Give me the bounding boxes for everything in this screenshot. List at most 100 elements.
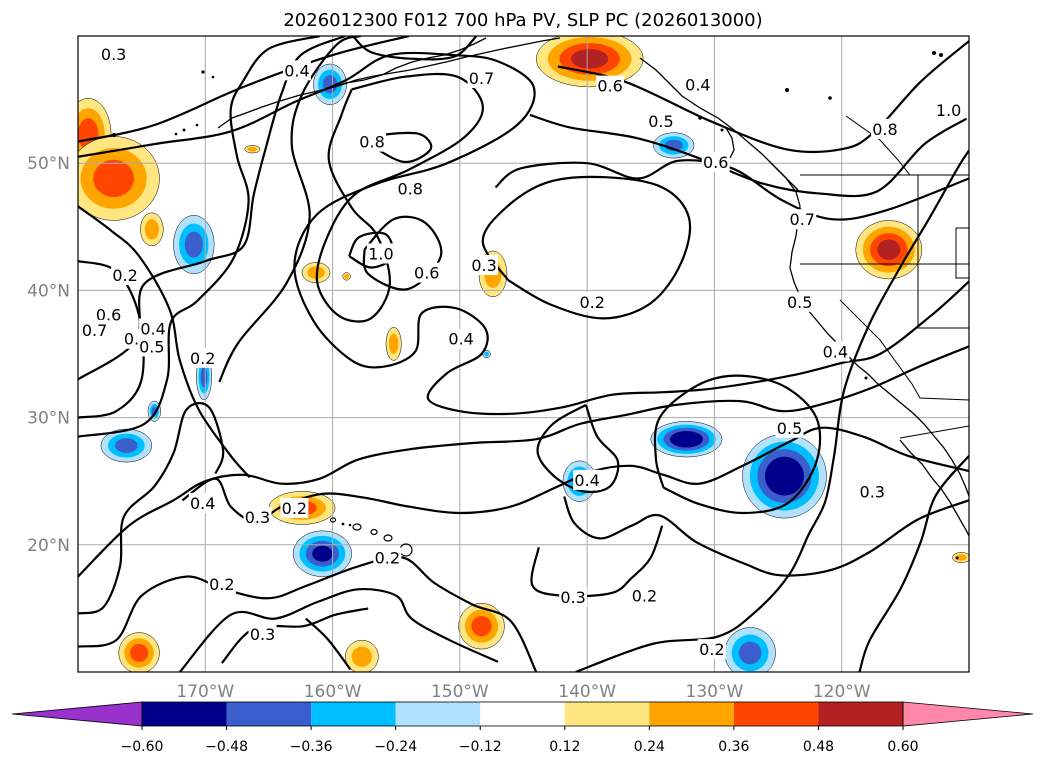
contour-label-halo xyxy=(412,262,441,283)
contour-label: 0.3 xyxy=(248,623,277,644)
pv-shade-level xyxy=(676,434,697,445)
contour-label-text: 0.2 xyxy=(282,499,307,518)
pv-shade-level xyxy=(738,641,762,665)
pv-shade-level xyxy=(571,49,609,69)
contour-label-text: 0.8 xyxy=(359,133,384,152)
lon-tick-label: 130°W xyxy=(686,682,744,702)
contour-label-text: 0.5 xyxy=(648,112,673,131)
contour-label-text: 0.4 xyxy=(574,471,599,490)
contour-label-text: 0.3 xyxy=(101,45,126,64)
pv-positive-anomaly xyxy=(952,552,969,563)
contour-label-text: 0.6 xyxy=(703,153,728,172)
colorbar-segment xyxy=(649,702,734,726)
slp-contour-line xyxy=(78,36,410,143)
slp-contour-line xyxy=(78,205,251,479)
contour-label: 0.8 xyxy=(358,131,387,152)
contour-label-halo xyxy=(280,497,309,518)
pv-shade-level xyxy=(184,231,203,258)
contour-label-halo xyxy=(207,574,236,595)
contour-label: 0.7 xyxy=(80,319,109,340)
pv-shade-level xyxy=(344,274,349,279)
colorbar-tick-label: −0.12 xyxy=(459,739,502,755)
slp-contour-line xyxy=(78,555,538,672)
axis-tick-labels: 170°W 160°W 150°W 140°W 130°W 120°W 50°N 40°N 30… xyxy=(27,154,871,702)
contour-label-halo xyxy=(775,417,804,438)
pv-positive-anomaly xyxy=(140,212,164,247)
contour-label: 0.4 xyxy=(683,74,712,95)
slp-contour-line xyxy=(530,525,664,598)
colorbar-tick-label: 0.48 xyxy=(803,739,834,755)
contour-label: 0.5 xyxy=(775,417,804,438)
pv-positive-anomaly xyxy=(118,632,160,672)
contour-label-halo xyxy=(559,586,588,607)
contour-label: 0.3 xyxy=(470,254,499,275)
contour-label-halo xyxy=(137,336,166,357)
lon-tick-label: 140°W xyxy=(558,682,616,702)
lat-tick-label: 50°N xyxy=(27,154,70,174)
contour-label: 0.7 xyxy=(788,209,817,230)
contour-label-text: 0.5 xyxy=(139,337,164,356)
contour-label-halo xyxy=(111,265,140,286)
contour-label-halo xyxy=(396,178,425,199)
pv-shade-level xyxy=(484,351,489,357)
colorbar-tick-label: −0.24 xyxy=(374,739,417,755)
pv-shade-level xyxy=(471,616,492,637)
colorbar: −0.60 −0.48 −0.36 −0.24 −0.12 0.12 0.24 0.36 0.4… xyxy=(11,701,1034,755)
pv-negative-anomaly xyxy=(100,428,153,463)
contour-label-halo xyxy=(447,328,476,349)
lon-tick-label: 150°W xyxy=(431,682,489,702)
contour-label-halo xyxy=(596,75,625,96)
pv-shade-level xyxy=(130,643,149,662)
map-frame xyxy=(77,35,970,673)
contour-label: 0.2 xyxy=(697,639,726,660)
contour-label: 0.8 xyxy=(396,178,425,199)
contour-label-halo xyxy=(467,67,496,88)
pv-positive-anomaly xyxy=(458,603,505,650)
contour-label-text: 0.2 xyxy=(632,587,657,606)
contour-label-halo xyxy=(788,209,817,230)
contour-label-text: 0.2 xyxy=(112,266,137,285)
contour-label-halo xyxy=(821,341,850,362)
lat-tick-label: 30°N xyxy=(27,409,70,429)
pv-negative-anomaly xyxy=(724,627,776,672)
contour-label: 0.3 xyxy=(243,506,272,527)
pv-shade-level xyxy=(772,464,797,489)
pv-negative-anomaly xyxy=(650,421,723,458)
contour-label-halo xyxy=(646,111,675,132)
colorbar-tick-label: 0.12 xyxy=(549,739,580,755)
contour-label-text: 0.6 xyxy=(597,77,622,96)
contour-label: 0.8 xyxy=(870,118,899,139)
colorbar-tick-label: 0.36 xyxy=(718,739,749,755)
contour-label-halo xyxy=(188,347,217,368)
lat-tick-label: 40°N xyxy=(27,281,70,301)
contour-label-halo xyxy=(243,506,272,527)
pv-shade-level xyxy=(144,219,159,240)
contour-label-text: 0.6 xyxy=(96,306,121,325)
slp-contour-line xyxy=(858,455,969,672)
contour-label-text: 0.7 xyxy=(790,210,815,229)
pv-shade-level xyxy=(955,554,967,561)
contour-label: 0.2 xyxy=(111,265,140,286)
contour-label: 1.0 xyxy=(366,243,395,264)
pv-shade-level xyxy=(312,545,333,562)
slp-contour-line xyxy=(575,149,969,672)
colorbar-segment xyxy=(480,702,565,726)
slp-contour-line xyxy=(218,36,361,383)
baja-coast xyxy=(899,439,969,537)
contour-label-halo xyxy=(697,639,726,660)
colorbar-tick-label: −0.48 xyxy=(205,739,248,755)
contour-label-text: 0.2 xyxy=(190,349,215,368)
contour-label: 0.2 xyxy=(630,585,659,606)
slp-contour-line xyxy=(557,40,969,154)
contour-label: 0.5 xyxy=(785,291,814,312)
slp-contour-line xyxy=(653,374,822,515)
pv-shade-level xyxy=(93,159,135,198)
colorbar-segment xyxy=(818,702,903,726)
pv-shade-level xyxy=(351,646,373,667)
contour-label-text: 0.4 xyxy=(284,61,309,80)
contour-label: 0.2 xyxy=(280,497,309,518)
contour-label-halo xyxy=(470,254,499,275)
lon-tick-label: 170°W xyxy=(176,682,234,702)
slp-contour-line xyxy=(481,175,692,320)
